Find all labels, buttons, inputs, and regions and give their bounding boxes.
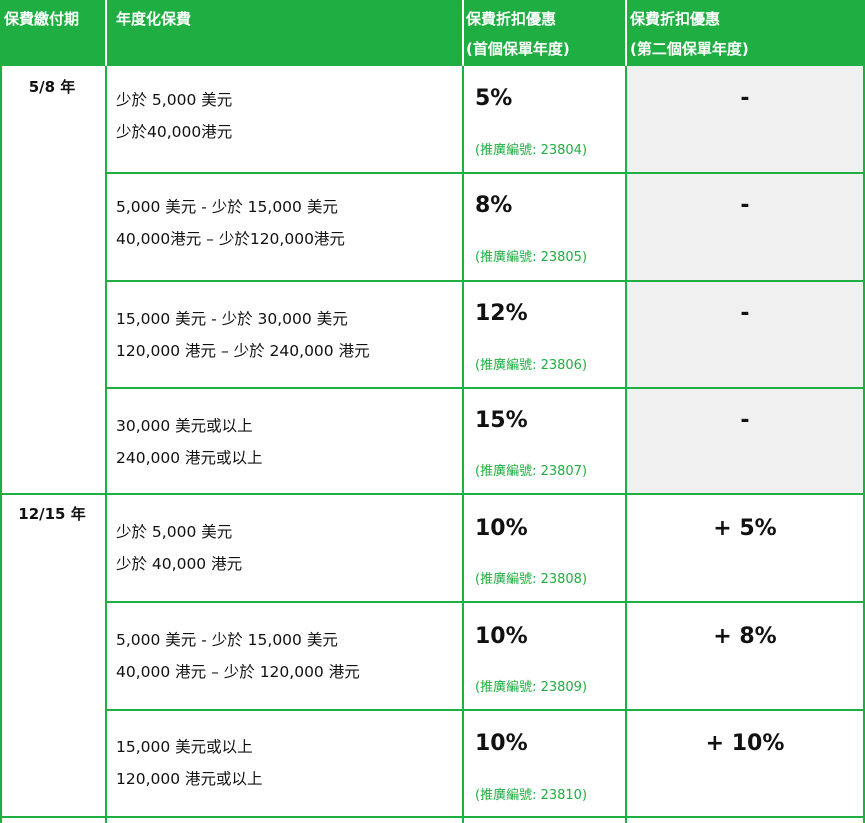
promo-code: (推廣編號: 23809) [475, 680, 588, 695]
band-usd: 少於 5,000 美元 [116, 91, 233, 109]
group-divider [0, 493, 865, 495]
band-usd: 5,000 美元 - 少於 15,000 美元 [116, 198, 338, 216]
promo-code: (推廣編號: 23810) [475, 788, 588, 803]
promo-code: (推廣編號: 23808) [475, 572, 588, 587]
header-divider [105, 0, 107, 66]
band-hkd: 40,000 港元 – 少於 120,000 港元 [116, 663, 360, 681]
premium-band-cell: 少於 5,000 美元 少於 40,000 港元 [116, 516, 242, 580]
second-year-discount: - [740, 86, 750, 111]
row-divider [106, 387, 865, 389]
header-second-year-line1: 保費折扣優惠 [630, 10, 721, 28]
band-usd: 少於 5,000 美元 [116, 523, 233, 541]
column-divider [462, 66, 464, 823]
premium-band-cell: 15,000 美元 - 少於 30,000 美元 120,000 港元 – 少於… [116, 303, 370, 367]
band-hkd: 120,000 港元 – 少於 240,000 港元 [116, 342, 370, 360]
row-divider [106, 601, 865, 603]
payment-term-cell: 5/8 年 [28, 78, 76, 96]
first-year-discount: 10% [475, 624, 528, 649]
band-usd: 15,000 美元 - 少於 30,000 美元 [116, 310, 348, 328]
band-usd: 30,000 美元或以上 [116, 417, 253, 435]
band-hkd: 120,000 港元或以上 [116, 770, 263, 788]
premium-band-cell: 5,000 美元 - 少於 15,000 美元 40,000 港元 – 少於 1… [116, 624, 360, 688]
header-second-year-line2: (第二個保單年度) [630, 40, 749, 58]
second-year-discount: + 8% [713, 624, 777, 649]
first-year-discount: 5% [475, 86, 513, 111]
premium-band-cell: 30,000 美元或以上 240,000 港元或以上 [116, 410, 263, 474]
first-year-discount: 15% [475, 408, 528, 433]
header-divider [462, 0, 464, 66]
table-border-left [0, 66, 2, 823]
second-year-discount: - [740, 301, 750, 326]
band-usd: 5,000 美元 - 少於 15,000 美元 [116, 631, 338, 649]
band-hkd: 40,000港元 – 少於120,000港元 [116, 230, 345, 248]
second-year-discount: + 5% [713, 516, 777, 541]
first-year-discount: 10% [475, 516, 528, 541]
column-divider [625, 66, 627, 823]
row-divider [106, 709, 865, 711]
band-hkd: 少於40,000港元 [116, 123, 233, 141]
header-payment-term: 保費繳付期 [4, 0, 104, 66]
promo-code: (推廣編號: 23805) [475, 250, 588, 265]
column-divider [105, 66, 107, 823]
premium-band-cell: 少於 5,000 美元 少於40,000港元 [116, 84, 232, 148]
band-hkd: 少於 40,000 港元 [116, 555, 243, 573]
header-divider [625, 0, 627, 66]
header-annual-premium: 年度化保費 [116, 0, 456, 66]
header-first-year-discount: 保費折扣優惠 (首個保單年度) [466, 0, 626, 66]
row-divider [106, 172, 865, 174]
table-header: 保費繳付期 年度化保費 保費折扣優惠 (首個保單年度) 保費折扣優惠 (第二個保… [0, 0, 865, 66]
header-second-year-discount: 保費折扣優惠 (第二個保單年度) [630, 0, 860, 66]
first-year-discount: 8% [475, 193, 513, 218]
second-year-discount: - [740, 408, 750, 433]
second-year-discount: - [740, 193, 750, 218]
band-usd: 15,000 美元或以上 [116, 738, 253, 756]
payment-term-cell: 12/15 年 [18, 505, 86, 523]
header-annual-premium-label: 年度化保費 [116, 10, 192, 28]
premium-band-cell: 5,000 美元 - 少於 15,000 美元 40,000港元 – 少於120… [116, 191, 345, 255]
table-border-right [863, 66, 865, 823]
header-first-year-line1: 保費折扣優惠 [466, 10, 557, 28]
premium-band-cell: 15,000 美元或以上 120,000 港元或以上 [116, 731, 263, 795]
promo-code: (推廣編號: 23807) [475, 464, 588, 479]
promo-code: (推廣編號: 23806) [475, 358, 588, 373]
table-border-bottom [0, 816, 865, 818]
first-year-discount: 10% [475, 731, 528, 756]
band-hkd: 240,000 港元或以上 [116, 449, 263, 467]
second-year-discount: + 10% [705, 731, 785, 756]
first-year-discount: 12% [475, 301, 528, 326]
row-divider [106, 280, 865, 282]
promo-code: (推廣編號: 23804) [475, 143, 588, 158]
header-first-year-line2: (首個保單年度) [466, 40, 570, 58]
header-payment-term-label: 保費繳付期 [4, 10, 80, 28]
grey-cell [626, 66, 865, 493]
